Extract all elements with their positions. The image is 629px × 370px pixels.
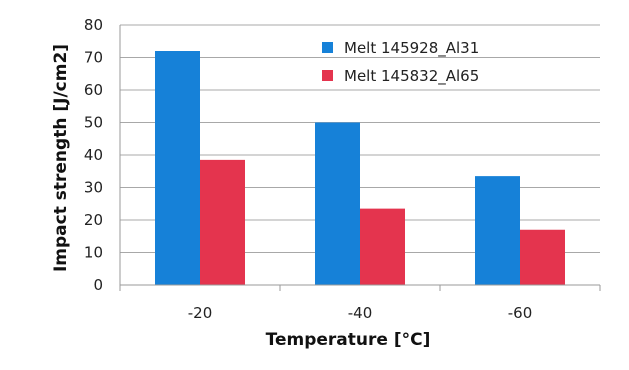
- bar: [360, 208, 405, 285]
- legend-label: Melt 145928_Al31: [344, 39, 479, 58]
- bar: [520, 229, 565, 285]
- bar: [200, 159, 245, 285]
- y-tick-label: 0: [93, 276, 103, 294]
- y-tick-label: 30: [84, 179, 103, 197]
- bar: [315, 122, 360, 285]
- y-tick-label: 60: [84, 81, 103, 99]
- x-tick-label: -60: [508, 304, 533, 322]
- y-tick-label: 40: [84, 146, 103, 164]
- x-axis-title: Temperature [°C]: [266, 330, 431, 350]
- y-axis-title: Impact strength [J/cm2]: [51, 44, 71, 272]
- y-tick-label: 10: [84, 244, 103, 262]
- y-tick-labels: 0 10 20 30 40 50 60 70 80: [84, 16, 103, 294]
- legend-swatch: [322, 42, 333, 53]
- bar: [155, 51, 200, 285]
- y-tick-label: 70: [84, 49, 103, 67]
- y-tick-label: 20: [84, 211, 103, 229]
- legend-label: Melt 145832_Al65: [344, 67, 479, 86]
- bars: [155, 51, 565, 285]
- x-tick-label: -40: [348, 304, 373, 322]
- y-tick-label: 80: [84, 16, 103, 34]
- legend-swatch: [322, 70, 333, 81]
- legend: Melt 145928_Al31 Melt 145832_Al65: [322, 39, 479, 86]
- x-tick-labels: -20 -40 -60: [119, 285, 601, 322]
- bar: [475, 176, 520, 285]
- y-tick-label: 50: [84, 114, 103, 132]
- x-tick-label: -20: [188, 304, 213, 322]
